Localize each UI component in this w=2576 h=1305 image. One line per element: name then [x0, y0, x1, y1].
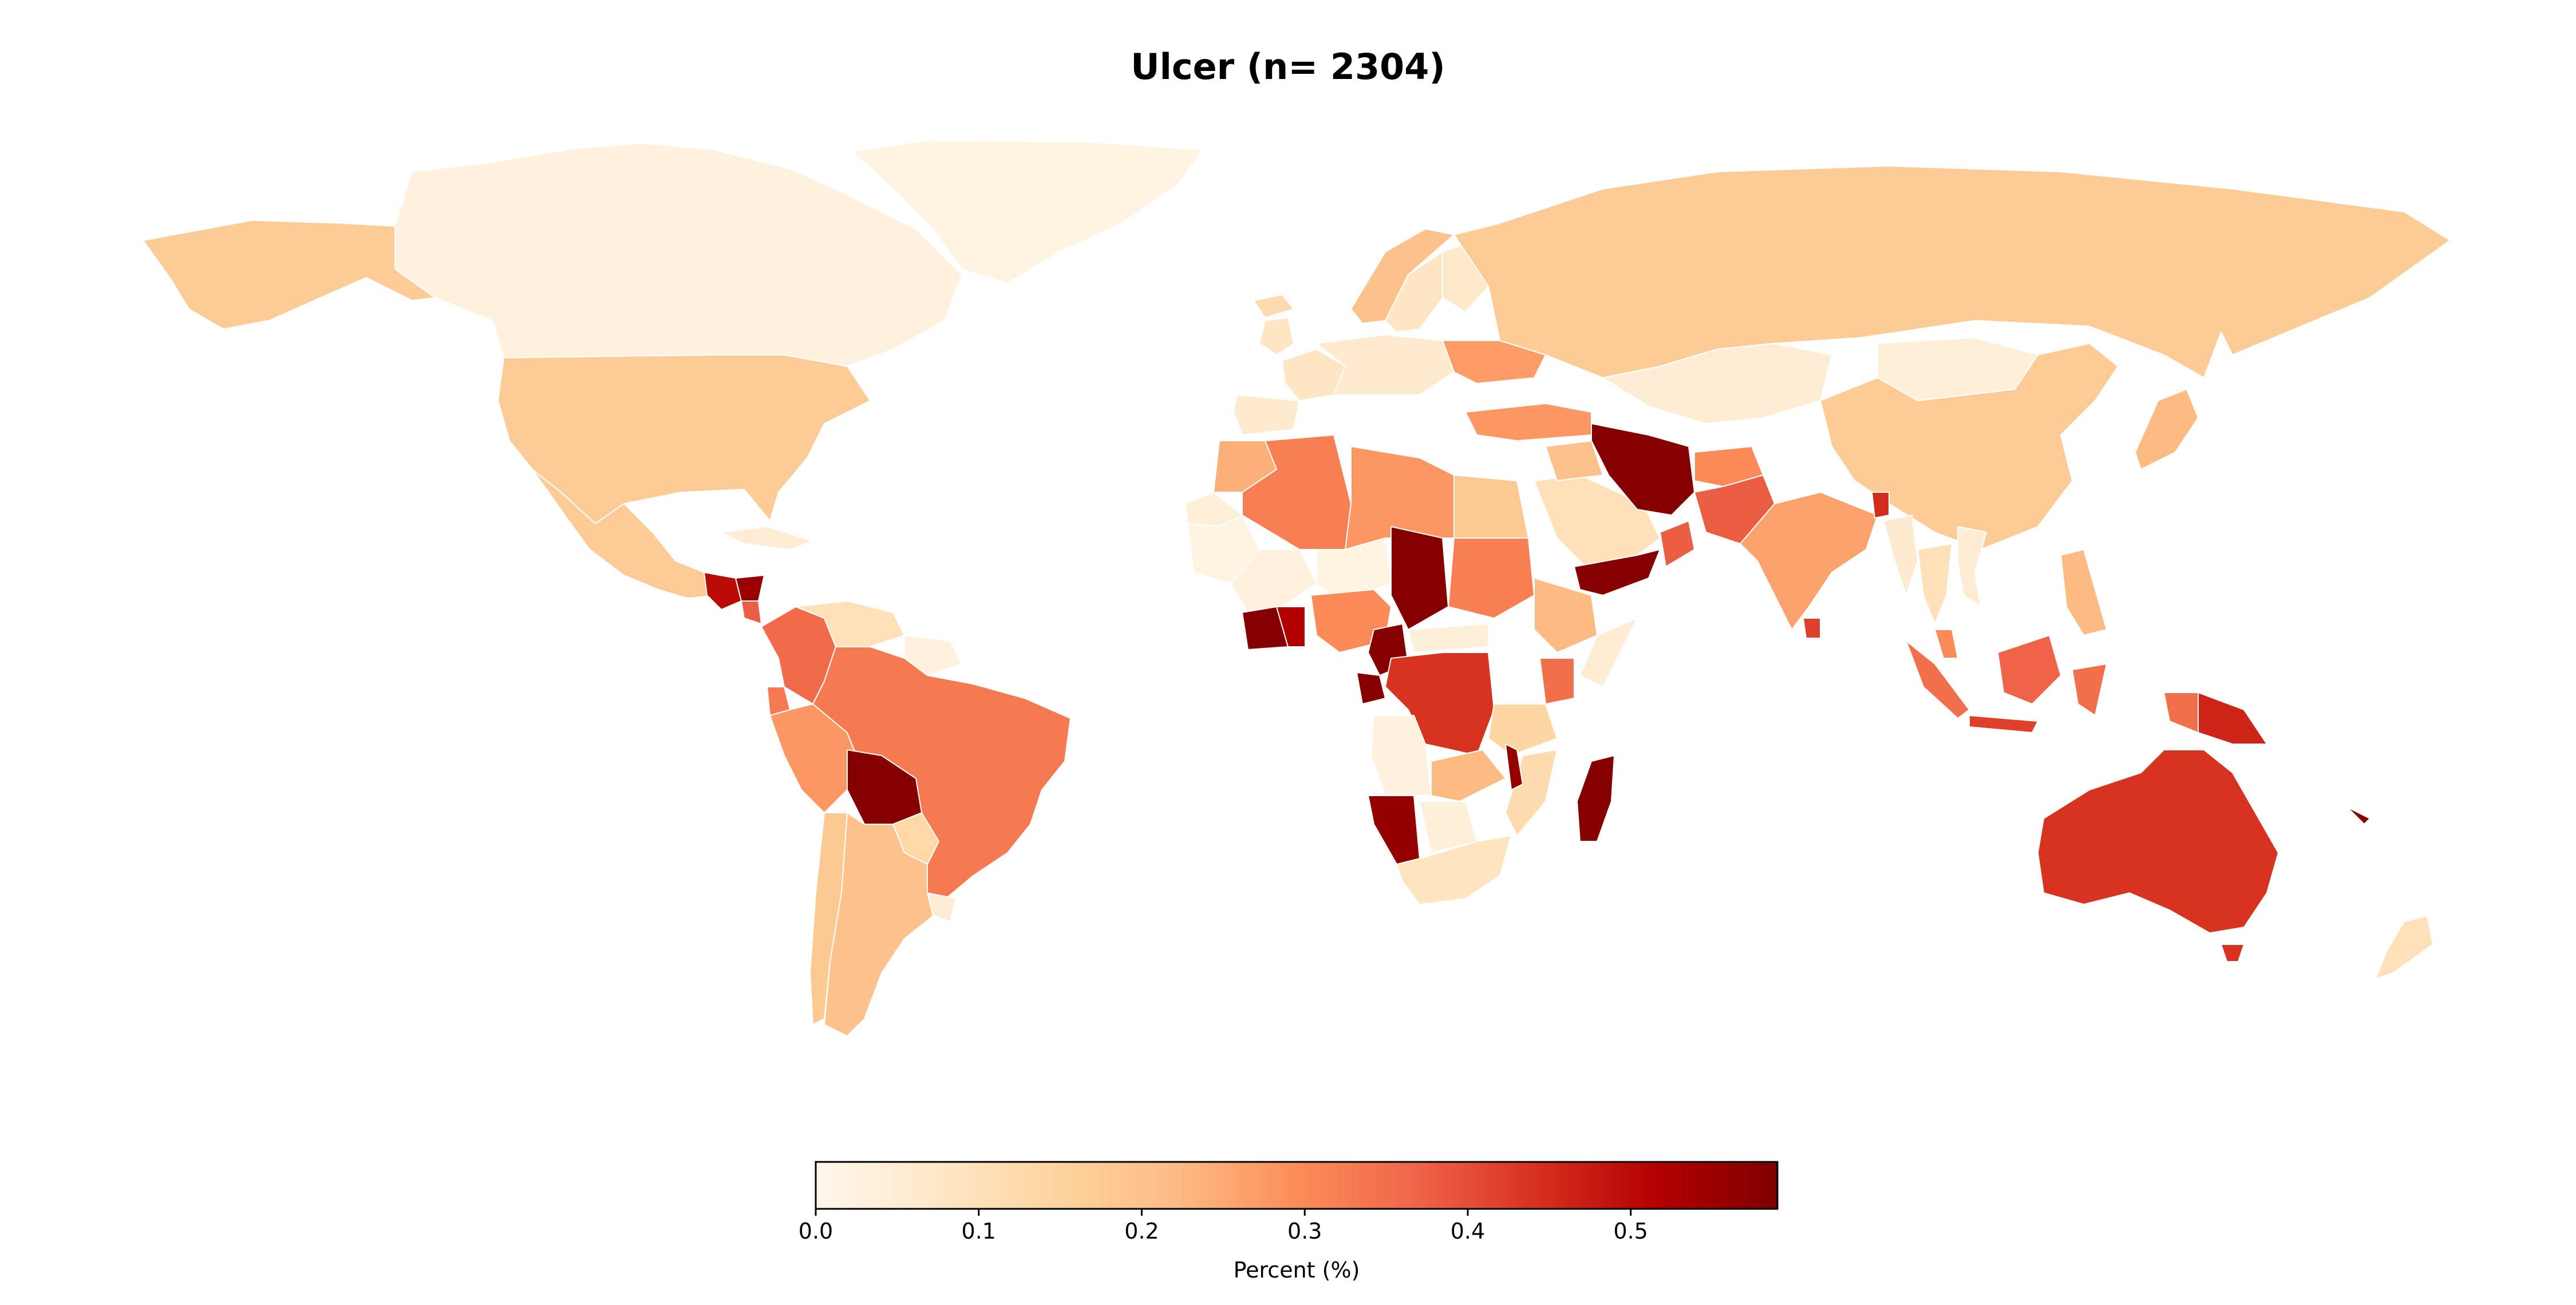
- region-madagascar: Madagascar: [1577, 755, 1615, 842]
- colorbar: 0.0 0.1 0.2 0.3 0.4 0.5 Percent (%): [799, 1161, 1779, 1283]
- region-united-kingdom: United Kingdom: [1259, 317, 1294, 355]
- region-central-african-republic: Central African Republic: [1408, 623, 1489, 653]
- region-argentina: Argentina: [824, 812, 934, 1037]
- region-japan: Japan: [2135, 389, 2199, 470]
- region-malawi: Malawi: [1505, 744, 1523, 790]
- world-map: CanadaGreenlandUnited StatesAlaskaMexico…: [143, 140, 2451, 1037]
- region-egypt: Egypt: [1453, 474, 1529, 539]
- region-new-caledonia: New Caledonia: [2346, 806, 2370, 825]
- region-guatemala: Guatemala: [704, 572, 742, 610]
- region-central-europe: Central Europe: [1316, 334, 1455, 396]
- colorbar-tick-label: 0.5: [1614, 1219, 1648, 1244]
- region-sumatra: Sumatra: [1906, 640, 1970, 719]
- region-somalia: Somalia: [1579, 618, 1638, 687]
- region-canada: Canada: [394, 143, 962, 367]
- region-alaska: Alaska: [143, 220, 436, 330]
- region-gabon: Gabon: [1356, 672, 1386, 705]
- colorbar-tick-label: 0.2: [1124, 1219, 1159, 1244]
- region-yemen: Yemen: [1574, 549, 1661, 596]
- region-cuba: Cuba: [721, 526, 813, 550]
- region-venezuela: Venezuela: [795, 600, 905, 647]
- region-bangladesh: Bangladesh: [1871, 492, 1890, 519]
- region-tanzania: Tanzania: [1488, 703, 1558, 756]
- region-turkey: Turkey: [1465, 403, 1592, 441]
- region-thailand: Thailand: [1917, 543, 1953, 624]
- region-iceland: Iceland: [1253, 294, 1294, 318]
- region-zambia: Zambia: [1431, 749, 1506, 802]
- region-new-zealand: New Zealand: [2375, 915, 2433, 979]
- region-iran: Iran: [1591, 423, 1695, 516]
- colorbar-tick-label: 0.1: [962, 1219, 996, 1244]
- region-brazil: Brazil: [812, 646, 1071, 905]
- region-south-africa: South Africa: [1396, 835, 1512, 905]
- region-norway: Norway: [1350, 228, 1455, 324]
- region-philippines: Philippines: [2060, 549, 2107, 636]
- region-borneo: Borneo: [1997, 635, 2061, 705]
- region-java: Java: [1969, 715, 2038, 733]
- region-vietnam: Vietnam: [1957, 526, 1987, 607]
- region-namibia: Namibia: [1368, 795, 1420, 865]
- region-guyana: Guyana: [904, 635, 962, 676]
- chart-title: Ulcer (n= 2304): [1131, 46, 1445, 88]
- colorbar-tick-label: 0.4: [1451, 1219, 1485, 1244]
- region-greenland: Greenland: [852, 140, 1203, 284]
- region-spain: Spain: [1233, 394, 1300, 436]
- region-new-guinea-west: New Guinea West: [2163, 692, 2199, 733]
- region-oman: Oman: [1660, 520, 1695, 567]
- region-india: India: [1740, 492, 1878, 630]
- region-kenya: Kenya: [1539, 658, 1575, 705]
- region-papua-new-guinea: Papua New Guinea: [2198, 692, 2267, 745]
- colorbar-ticks: 0.0 0.1 0.2 0.3 0.4 0.5: [799, 1209, 1648, 1244]
- region-ghana: Ghana: [1276, 606, 1306, 647]
- region-ethiopia: Ethiopia: [1534, 578, 1598, 653]
- colorbar-label: Percent (%): [1234, 1257, 1360, 1283]
- region-honduras: Honduras: [735, 575, 765, 602]
- region-kazakhstan: Kazakhstan: [1602, 343, 1832, 424]
- region-nicaragua: Nicaragua: [741, 600, 762, 624]
- colorbar-tick-label: 0.3: [1287, 1219, 1322, 1244]
- region-chad: Chad: [1390, 526, 1449, 630]
- region-tasmania: Tasmania: [2221, 944, 2245, 962]
- colorbar-gradient: [815, 1161, 1779, 1210]
- region-australia: Australia: [2037, 749, 2279, 934]
- region-myanmar: Myanmar: [1883, 515, 1918, 596]
- region-sudan: Sudan: [1448, 537, 1535, 619]
- region-malaysia: Malaysia: [1934, 629, 1958, 659]
- region-sri-lanka: Sri Lanka: [1803, 618, 1821, 639]
- region-iraq: Iraq: [1545, 440, 1603, 481]
- region-united-states: United States: [497, 354, 871, 524]
- colorbar-tick-label: 0.0: [799, 1219, 833, 1244]
- region-sulawesi: Sulawesi: [2072, 663, 2107, 716]
